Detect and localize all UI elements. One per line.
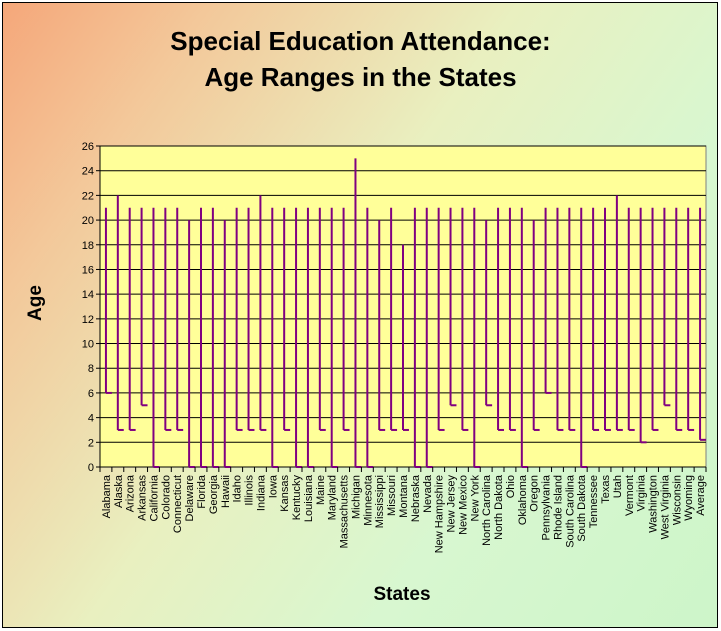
y-tick-label: 0 [88, 462, 94, 474]
y-tick-label: 12 [82, 314, 94, 326]
x-tick-label: Arizona [125, 474, 137, 512]
x-tick-label: New Hampshire [434, 475, 446, 553]
y-tick-label: 10 [82, 339, 94, 351]
x-tick-label: Louisiana [303, 474, 315, 522]
x-tick-label: Kentucky [291, 475, 303, 521]
x-tick-label: Maine [315, 475, 327, 505]
x-tick-label: North Dakota [493, 474, 505, 540]
chart-title: Special Education Attendance: [170, 26, 551, 56]
x-tick-label: Michigan [350, 475, 362, 519]
x-tick-label: Minnesota [362, 474, 374, 526]
x-tick-label: California [148, 474, 160, 521]
x-tick-label: New Mexico [457, 475, 469, 535]
x-tick-label: Utah [612, 475, 624, 498]
x-tick-label: Alaska [113, 474, 125, 508]
y-tick-label: 4 [88, 413, 94, 425]
x-tick-label: Georgia [208, 474, 220, 514]
x-tick-label: Montana [398, 474, 410, 518]
y-tick-label: 18 [82, 240, 94, 252]
x-tick-label: Massachusetts [339, 475, 351, 549]
x-tick-label: Pennsylvania [541, 474, 553, 540]
y-tick-label: 14 [82, 289, 94, 301]
y-tick-label: 22 [82, 190, 94, 202]
x-tick-label: Connecticut [172, 475, 184, 533]
x-tick-label: Iowa [267, 474, 279, 498]
x-tick-label: Virginia [636, 474, 648, 511]
y-tick-label: 8 [88, 363, 94, 375]
y-tick-label: 6 [88, 388, 94, 400]
y-tick-label: 16 [82, 264, 94, 276]
x-tick-label: Rhode Island [552, 475, 564, 540]
x-tick-label: Alabama [101, 474, 113, 518]
x-tick-label: Nevada [422, 474, 434, 513]
x-tick-label: Maryland [327, 475, 339, 520]
x-tick-label: South Dakota [576, 474, 588, 542]
x-tick-label: Delaware [184, 475, 196, 521]
x-tick-label: Kansas [279, 475, 291, 512]
x-tick-label: Indiana [255, 474, 267, 511]
x-tick-label: Wyoming [683, 475, 695, 521]
x-tick-label: Nebraska [410, 474, 422, 522]
y-tick-label: 26 [82, 141, 94, 153]
x-tick-label: Vermont [624, 475, 636, 516]
x-tick-label: Florida [196, 474, 208, 509]
x-tick-label: Wisconsin [671, 475, 683, 525]
x-tick-label: Illinois [244, 475, 256, 506]
x-tick-label: Tennessee [588, 475, 600, 528]
x-axis-label: States [373, 584, 431, 605]
x-tick-label: West Virginia [659, 474, 671, 539]
x-tick-label: Missouri [386, 475, 398, 516]
x-tick-label: Ohio [505, 475, 517, 498]
x-tick-label: Average [695, 475, 707, 516]
y-tick-label: 20 [82, 215, 94, 227]
x-tick-label: Idaho [232, 475, 244, 503]
y-tick-label: 2 [88, 437, 94, 449]
y-tick-label: 24 [82, 166, 94, 178]
x-tick-label: Mississippi [374, 475, 386, 528]
x-tick-label: North Carolina [481, 474, 493, 546]
x-tick-label: Oregon [529, 475, 541, 512]
x-tick-label: New Jersey [446, 475, 458, 533]
x-tick-label: Hawaii [220, 475, 232, 508]
chart-subtitle: Age Ranges in the States [204, 62, 517, 92]
x-tick-label: New York [469, 475, 481, 522]
x-tick-label: Washington [648, 475, 660, 533]
x-tick-label: South Carolina [564, 474, 576, 548]
x-tick-label: Colorado [160, 475, 172, 520]
x-tick-label: Oklahoma [517, 474, 529, 525]
x-tick-label: Texas [600, 475, 612, 504]
x-tick-label: Arkansas [137, 475, 149, 521]
